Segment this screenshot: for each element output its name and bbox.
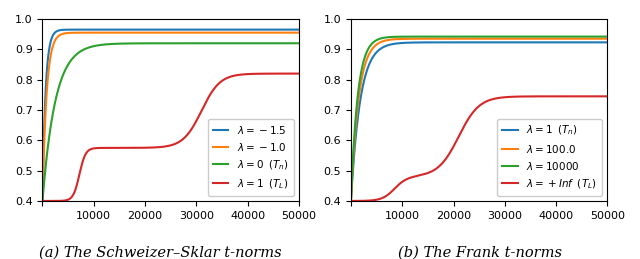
$\lambda = 1\;\;(T_L)$ [163, 145, 171, 148]
Line: $\lambda = 10000$: $\lambda = 10000$ [351, 37, 607, 201]
$\lambda = 10000$ [596, 35, 604, 38]
$\lambda = -1.0$ [288, 31, 296, 34]
$\lambda = -1.0$ [288, 31, 296, 34]
$\lambda = 10000$ [360, 58, 368, 61]
$\lambda = -1.5$ [154, 28, 161, 31]
$\lambda = 1\;\;(T_L)$ [295, 72, 303, 75]
$\lambda = -1.0$ [163, 31, 171, 34]
Text: (a) The Schweizer–Sklar t-norms: (a) The Schweizer–Sklar t-norms [38, 246, 282, 259]
$\lambda = +Inf\;\;(T_L)$ [347, 199, 355, 203]
$\lambda = +Inf\;\;(T_L)$ [472, 108, 479, 111]
$\lambda = -1.0$ [193, 31, 200, 34]
Line: $\lambda = 1\;\;(T_L)$: $\lambda = 1\;\;(T_L)$ [42, 74, 299, 201]
$\lambda = 1\;\;(T_n)$ [596, 41, 604, 44]
Legend: $\lambda = 1\;\;(T_n)$, $\lambda = 100.0$, $\lambda = 10000$, $\lambda = +Inf\;\: $\lambda = 1\;\;(T_n)$, $\lambda = 100.0… [497, 119, 602, 196]
$\lambda = -1.0$ [52, 38, 60, 41]
Line: $\lambda = -1.0$: $\lambda = -1.0$ [42, 33, 299, 201]
$\lambda = 0\;\;(T_n)$ [287, 42, 295, 45]
$\lambda = 100.0$ [604, 37, 611, 40]
$\lambda = 1\;\;(T_L)$ [288, 72, 296, 75]
$\lambda = 10000$ [549, 35, 557, 38]
$\lambda = 1\;\;(T_L)$ [157, 146, 164, 149]
$\lambda = 10000$ [604, 35, 611, 38]
$\lambda = 100.0$ [549, 37, 557, 40]
$\lambda = -1.5$ [38, 199, 46, 203]
Line: $\lambda = 1\;\;(T_n)$: $\lambda = 1\;\;(T_n)$ [351, 42, 607, 201]
$\lambda = 100.0$ [347, 199, 355, 203]
$\lambda = 1\;\;(T_n)$ [465, 41, 473, 44]
$\lambda = 100.0$ [360, 67, 368, 70]
$\lambda = 1\;\;(T_n)$ [596, 41, 604, 44]
$\lambda = +Inf\;\;(T_L)$ [596, 95, 604, 98]
$\lambda = 10000$ [472, 35, 479, 38]
$\lambda = -1.5$ [241, 28, 248, 31]
$\lambda = -1.0$ [241, 31, 248, 34]
$\lambda = 10000$ [596, 35, 604, 38]
Line: $\lambda = 100.0$: $\lambda = 100.0$ [351, 39, 607, 201]
$\lambda = 1\;\;(T_L)$ [52, 199, 60, 203]
Text: (b) The Frank t-norms: (b) The Frank t-norms [398, 246, 562, 259]
Line: $\lambda = -1.5$: $\lambda = -1.5$ [42, 30, 299, 201]
$\lambda = -1.5$ [52, 31, 60, 34]
$\lambda = 100.0$ [596, 37, 604, 40]
Line: $\lambda = 0\;\;(T_n)$: $\lambda = 0\;\;(T_n)$ [42, 43, 299, 201]
$\lambda = 1\;\;(T_n)$ [549, 41, 557, 44]
$\lambda = +Inf\;\;(T_L)$ [596, 95, 604, 98]
$\lambda = -1.5$ [163, 28, 171, 31]
$\lambda = -1.0$ [295, 31, 303, 34]
$\lambda = +Inf\;\;(T_L)$ [360, 199, 368, 202]
$\lambda = +Inf\;\;(T_L)$ [549, 95, 557, 98]
$\lambda = 1\;\;(T_L)$ [287, 72, 295, 75]
$\lambda = 0\;\;(T_n)$ [52, 98, 60, 102]
$\lambda = 10000$ [597, 35, 605, 38]
$\lambda = 0\;\;(T_n)$ [163, 42, 171, 45]
$\lambda = -1.5$ [295, 28, 303, 31]
$\lambda = 100.0$ [472, 37, 479, 40]
$\lambda = 100.0$ [596, 37, 604, 40]
$\lambda = +Inf\;\;(T_L)$ [465, 117, 473, 120]
$\lambda = 1\;\;(T_n)$ [347, 199, 355, 203]
$\lambda = -1.5$ [157, 28, 164, 31]
$\lambda = -1.5$ [288, 28, 296, 31]
$\lambda = 0\;\;(T_n)$ [157, 42, 164, 45]
$\lambda = 0\;\;(T_n)$ [241, 42, 248, 45]
$\lambda = 0\;\;(T_n)$ [38, 199, 46, 203]
$\lambda = 100.0$ [465, 37, 473, 40]
$\lambda = 10000$ [465, 35, 473, 38]
$\lambda = 10000$ [347, 199, 355, 203]
$\lambda = -1.0$ [38, 199, 46, 203]
Line: $\lambda = +Inf\;\;(T_L)$: $\lambda = +Inf\;\;(T_L)$ [351, 96, 607, 201]
$\lambda = 1\;\;(T_L)$ [241, 73, 248, 76]
$\lambda = 1\;\;(T_n)$ [604, 41, 611, 44]
$\lambda = 1\;\;(T_L)$ [38, 199, 46, 203]
$\lambda = +Inf\;\;(T_L)$ [604, 95, 611, 98]
Legend: $\lambda = -1.5$, $\lambda = -1.0$, $\lambda = 0\;\;(T_n)$, $\lambda = 1\;\;(T_L: $\lambda = -1.5$, $\lambda = -1.0$, $\la… [207, 119, 294, 196]
$\lambda = 0\;\;(T_n)$ [295, 42, 303, 45]
$\lambda = -1.0$ [157, 31, 164, 34]
$\lambda = -1.5$ [288, 28, 296, 31]
$\lambda = 1\;\;(T_n)$ [360, 79, 368, 82]
$\lambda = 0\;\;(T_n)$ [288, 42, 296, 45]
$\lambda = 1\;\;(T_n)$ [472, 41, 479, 44]
